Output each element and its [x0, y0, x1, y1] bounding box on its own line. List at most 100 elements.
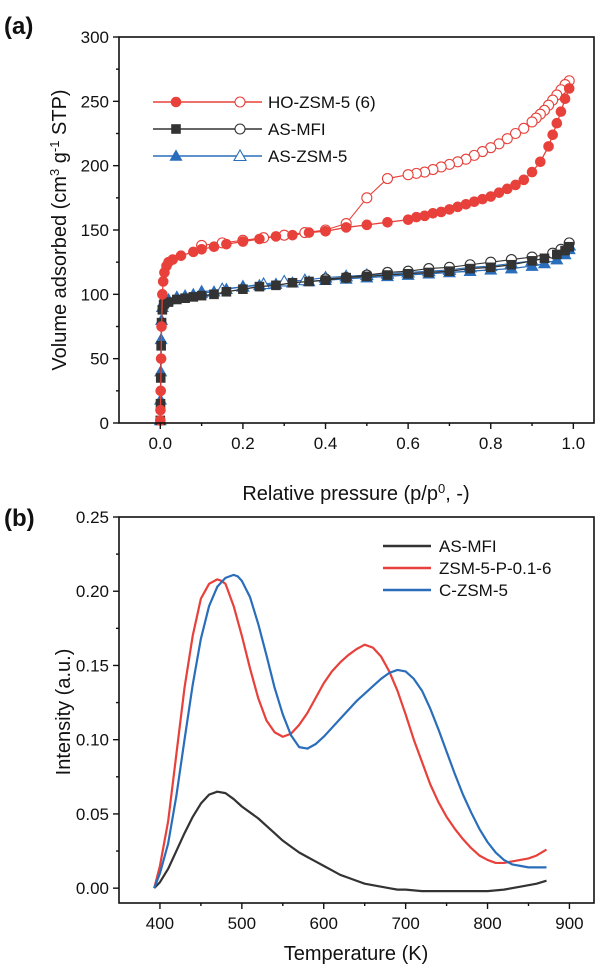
chart-panel-a: (a) 0.0 0.2 0.4 0.6 0.8 1.0 0 50 100 150 200 250 300…: [4, 13, 595, 506]
panel-b-y-tick-label: 0.15: [76, 656, 109, 675]
legend-label-zsm-5-p-0-1-6: ZSM-5-P-0.1-6: [439, 559, 551, 578]
ho-zsm-5-6-desorption-point: [518, 122, 530, 134]
ho-zsm-5-6-adsorption-point: [559, 93, 571, 105]
panel-b-y-tick-label: 0.00: [76, 879, 109, 898]
ho-zsm-5-6-desorption-point: [509, 127, 522, 140]
ho-zsm-5-6-adsorption-point: [156, 321, 167, 332]
legend-marker-as-zsm-5: [169, 149, 183, 161]
panel-b-ticks: 400 500 600 700 800 900 0.00 0.05 0.10 0.15 0.20 0.…: [76, 508, 584, 933]
panel-a-y-tick-label: 300: [81, 28, 109, 47]
as-mfi-adsorption-point: [362, 271, 372, 282]
panel-a-series: [153, 75, 577, 426]
as-mfi-adsorption-point: [221, 286, 232, 297]
ho-zsm-5-6-adsorption-point: [208, 241, 220, 253]
panel-a-y-tick-label: 100: [81, 285, 109, 304]
as-mfi-adsorption-point: [527, 256, 537, 266]
ho-zsm-5-6-adsorption-point: [535, 156, 546, 168]
ho-zsm-5-6-adsorption-point: [551, 117, 563, 129]
as-mfi-adsorption-point: [271, 280, 281, 291]
panel-a-x-tick-label: 0.4: [314, 434, 338, 453]
panel-b-x-tick-label: 900: [555, 914, 583, 933]
legend-marker-ho-zsm-5-6: [170, 96, 182, 108]
as-mfi-adsorption-point: [163, 297, 174, 307]
panel-b-legend: AS-MFI ZSM-5-P-0.1-6 C-ZSM-5: [383, 537, 551, 600]
legend-marker-open-as-zsm-5: [233, 148, 247, 162]
panel-b-x-tick-label: 600: [310, 914, 338, 933]
panel-a-x-tick-label: 0.6: [396, 434, 420, 453]
ho-zsm-5-6-adsorption-point: [270, 231, 282, 242]
panel-b-y-tick-label: 0.20: [76, 582, 109, 601]
ho-zsm-5-6-desorption-point: [361, 192, 373, 204]
ho-zsm-5-6-adsorption-point: [518, 174, 530, 186]
ho-zsm-5-6-adsorption-point: [320, 225, 331, 237]
as-mfi-adsorption-point: [444, 266, 455, 276]
as-mfi-adsorption-point: [485, 262, 496, 273]
ho-zsm-5-6-adsorption-point: [157, 276, 169, 287]
as-mfi-adsorption-point: [254, 281, 265, 292]
panel-a-label: (a): [4, 13, 33, 40]
ho-zsm-5-6-desorption-point: [526, 116, 538, 128]
panel-b-x-tick-label: 400: [146, 914, 174, 933]
as-mfi-adsorption-point: [423, 267, 434, 278]
panel-a-x-tick-label: 0.0: [148, 434, 172, 453]
legend-label-as-zsm-5: AS-ZSM-5: [268, 147, 347, 166]
ho-zsm-5-6-adsorption-point: [382, 216, 393, 228]
panel-b-x-tick-label: 700: [391, 914, 419, 933]
chart-panel-b: (b) 400 500 600 700 800 900 0.00 0.05 0.10 0.15 0.…: [4, 505, 595, 965]
panel-a-ticks: 0.0 0.2 0.4 0.6 0.8 1.0 0 50 100 150 200 250 300: [81, 28, 586, 453]
legend-label-as-mfi: AS-MFI: [268, 120, 326, 139]
as-mfi-adsorption-point: [196, 290, 207, 301]
as-mfi-adsorption-point: [382, 270, 393, 280]
panel-a-x-axis-title: Relative pressure (p/p0, -): [242, 481, 469, 506]
ho-zsm-5-6-adsorption-point: [543, 141, 554, 152]
as-mfi-adsorption-point: [539, 253, 550, 264]
as-mfi-adsorption-point: [304, 276, 314, 287]
series-line-c-zsm-5: [153, 573, 547, 889]
as-mfi-adsorption-point: [506, 259, 517, 270]
ho-zsm-5-6-adsorption-point: [547, 129, 558, 141]
ho-zsm-5-6-adsorption-point: [303, 227, 315, 238]
as-mfi-adsorption-point: [552, 249, 562, 260]
ho-zsm-5-6-adsorption-point: [155, 385, 167, 397]
panel-b-y-tick-label: 0.10: [76, 731, 109, 750]
as-mfi-adsorption-point: [341, 272, 351, 283]
panel-b-y-axis-title: Intensity (a.u.): [53, 649, 75, 776]
legend-label-ho-zsm-5-6: HO-ZSM-5 (6): [268, 93, 376, 112]
panel-b-frame: [118, 516, 595, 904]
panel-a-x-tick-label: 0.8: [479, 434, 503, 453]
ho-zsm-5-6-adsorption-point: [340, 222, 352, 233]
ho-zsm-5-6-desorption-point: [501, 133, 513, 145]
legend-marker-as-mfi: [171, 124, 181, 134]
panel-a-y-tick-label: 150: [81, 221, 109, 240]
as-mfi-adsorption-point: [209, 289, 219, 300]
legend-marker-open-as-mfi: [234, 123, 246, 135]
panel-b-x-tick-label: 800: [473, 914, 501, 933]
series-line-zsm-5-p-0-1-6: [153, 578, 548, 889]
series-line-as-mfi: [153, 790, 547, 893]
as-mfi-adsorption-point: [403, 268, 413, 279]
as-mfi-adsorption-point: [564, 241, 575, 252]
ho-zsm-5-6-adsorption-point: [526, 166, 538, 178]
panel-a-legend: HO-ZSM-5 (6) AS-MFI AS-ZSM-5: [153, 93, 376, 166]
as-mfi-adsorption-point: [287, 277, 298, 288]
as-mfi-adsorption-point: [172, 294, 182, 305]
panel-a-x-tick-label: 0.2: [231, 434, 255, 453]
ho-zsm-5-6-adsorption-point: [563, 83, 575, 94]
ho-zsm-5-6-adsorption-point: [361, 219, 373, 231]
panel-b-series: [153, 573, 548, 893]
panel-a-y-tick-label: 50: [90, 350, 109, 369]
ho-zsm-5-6-adsorption-point: [155, 353, 167, 364]
ho-zsm-5-6-adsorption-point: [254, 233, 265, 245]
panel-b-x-tick-label: 500: [228, 914, 256, 933]
ho-zsm-5-6-desorption-point: [381, 172, 394, 185]
panel-a-y-axis-title: Volume adsorbed (cm3 g-1 STP): [47, 89, 72, 370]
panel-a-y-tick-label: 200: [81, 157, 109, 176]
panel-a-y-tick-label: 0: [100, 414, 109, 433]
panel-a-y-tick-label: 250: [81, 92, 109, 111]
as-mfi-adsorption-point: [465, 263, 475, 274]
panel-b-y-tick-label: 0.25: [76, 508, 109, 527]
ho-zsm-5-6-adsorption-point: [221, 238, 232, 250]
legend-marker-open-ho-zsm-5-6: [234, 96, 246, 108]
